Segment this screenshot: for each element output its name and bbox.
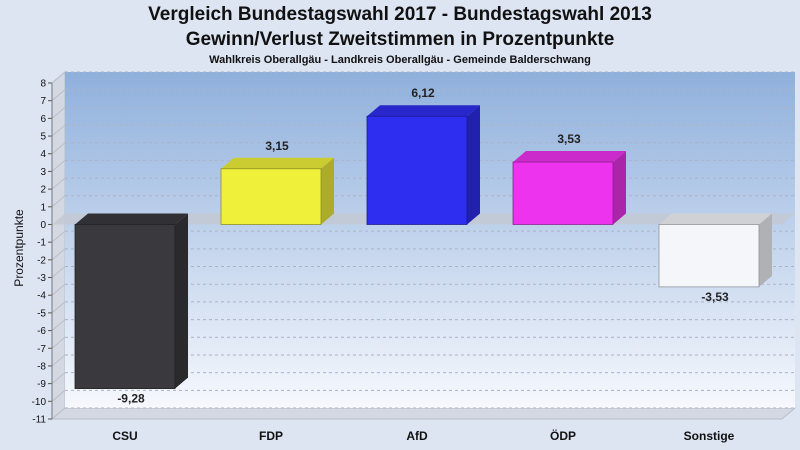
- gridline-side: [51, 195, 66, 208]
- gridline-side: [51, 230, 66, 243]
- bar-top: [659, 213, 772, 225]
- y-tick-label: 6: [40, 114, 46, 125]
- gridline-side: [51, 319, 66, 331]
- y-tick-label: -4: [37, 291, 46, 302]
- x-tick-label: AfD: [406, 429, 428, 443]
- y-tick-label: 7: [40, 96, 46, 107]
- y-tick-label: -9: [37, 379, 46, 390]
- gridline-side: [51, 354, 66, 367]
- x-tick-label: CSU: [112, 429, 137, 443]
- y-tick-label: -11: [32, 415, 46, 426]
- x-tick-label: Sonstige: [684, 429, 735, 443]
- gridline-side: [51, 407, 66, 420]
- gridline-side: [51, 248, 66, 261]
- gridline-side: [51, 389, 66, 402]
- bar: [366, 115, 468, 225]
- bar-side: [759, 213, 772, 287]
- bar-sonstige: [658, 213, 772, 288]
- y-tick-label: 0: [40, 220, 46, 231]
- data-label: 3,15: [265, 139, 289, 153]
- data-label: -3,53: [701, 290, 729, 304]
- bar-top: [513, 151, 626, 163]
- y-tick-label: 3: [40, 167, 46, 178]
- gridline-side: [51, 283, 66, 296]
- gridline-side: [51, 124, 66, 137]
- bar-ödp: [512, 151, 626, 225]
- y-tick-label: -10: [32, 397, 47, 408]
- chart-caption: Wahlkreis Oberallgäu - Landkreis Oberall…: [209, 54, 591, 66]
- bar-side: [467, 105, 480, 225]
- x-tick-label: ÖDP: [550, 428, 576, 443]
- gridline-side: [51, 142, 66, 155]
- y-tick-label: 1: [40, 202, 46, 213]
- y-tick-label: 2: [40, 185, 46, 196]
- y-tick-label: -3: [37, 273, 46, 284]
- gridline-side: [51, 301, 66, 314]
- gridline-side: [51, 106, 66, 119]
- gridline-side: [51, 160, 66, 172]
- y-tick-label: 4: [40, 149, 46, 160]
- data-label: -9,28: [117, 392, 145, 406]
- bar-top: [367, 105, 480, 117]
- gridline-side: [51, 266, 66, 278]
- bar: [512, 161, 614, 225]
- y-tick-label: 5: [40, 132, 46, 143]
- chart-title: Vergleich Bundestagswahl 2017 - Bundesta…: [148, 4, 652, 25]
- bar-side: [613, 151, 626, 225]
- bar-csu: [74, 213, 188, 389]
- y-tick-label: -1: [37, 238, 46, 249]
- y-tick-label: 8: [40, 79, 46, 90]
- y-tick-label: -8: [37, 361, 46, 372]
- bar-side: [175, 213, 188, 389]
- bar-top: [221, 157, 334, 169]
- chart-subtitle: Gewinn/Verlust Zweitstimmen in Prozentpu…: [185, 29, 615, 50]
- plot-left-wall: [51, 70, 66, 421]
- y-tick-label: -5: [37, 308, 46, 319]
- bar-afd: [366, 105, 480, 225]
- y-tick-label: -2: [37, 255, 46, 266]
- bar: [220, 168, 322, 225]
- y-axis-label: Prozentpunkte: [12, 209, 26, 287]
- gridline-side: [51, 177, 66, 190]
- y-tick-label: -6: [37, 326, 46, 337]
- gridline-side: [51, 336, 66, 349]
- data-label: 6,12: [411, 86, 435, 100]
- x-tick-label: FDP: [259, 429, 283, 443]
- bar-side: [321, 157, 334, 225]
- bar-fdp: [220, 157, 334, 225]
- data-label: 3,53: [557, 132, 581, 146]
- bar: [658, 224, 760, 288]
- gridline-side: [51, 71, 66, 84]
- bar: [74, 224, 176, 389]
- plot-floor: [50, 407, 797, 420]
- bar-top: [75, 213, 188, 225]
- gridline-side: [51, 372, 66, 385]
- gridline-side: [51, 89, 66, 102]
- y-tick-label: -7: [37, 344, 46, 355]
